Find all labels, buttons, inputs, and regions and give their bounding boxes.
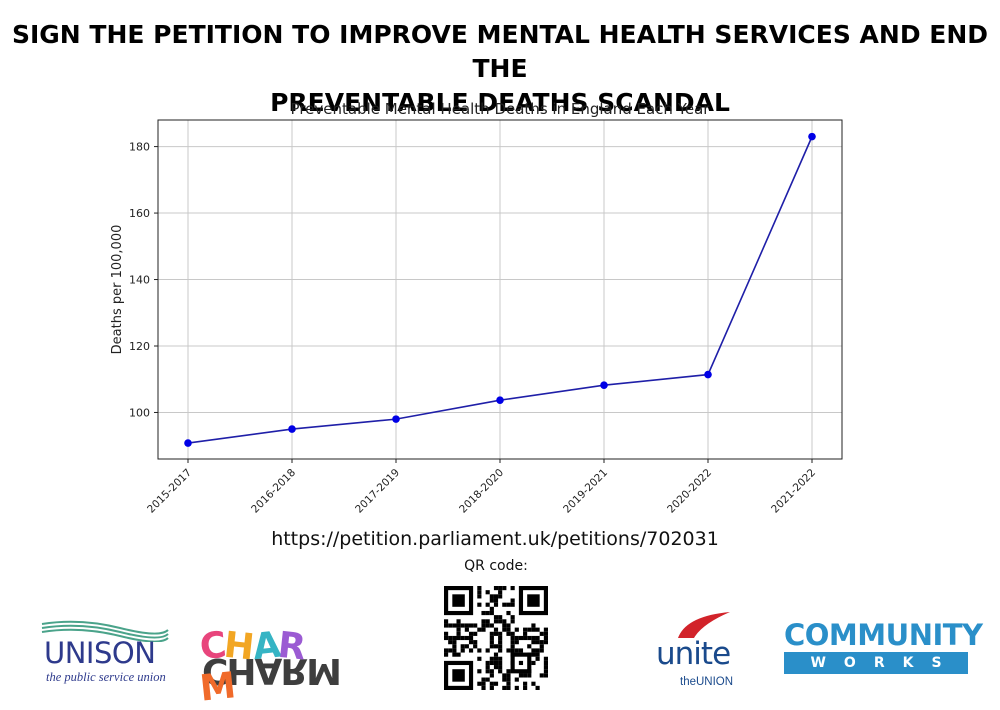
headline-line-1: SIGN THE PETITION TO IMPROVE MENTAL HEAL… [11,20,989,83]
x-tick-label: 2021-2022 [769,467,818,516]
x-tick-label: 2019-2021 [561,467,610,516]
community-name: COMMUNITY [784,618,983,652]
unite-subtitle: theUNION [680,676,734,688]
community-works-logo: COMMUNITY WORKS [782,618,983,676]
charm-letter: M [197,665,236,710]
x-tick-label: 2016-2018 [249,467,298,516]
community-works-band: WORKS [784,652,968,674]
x-tick-label: 2015-2017 [145,467,194,516]
x-tick-label: 2017-2019 [353,467,402,516]
y-tick-label: 120 [129,340,150,353]
qr-code-label: QR code: [464,558,528,574]
unison-logo: UNISON the public service union [40,618,170,688]
chart-title: Preventable Mental Health Deaths in Engl… [290,100,710,118]
data-point [496,396,504,404]
data-point [600,381,608,390]
x-tick-label: 2018-2020 [457,467,506,516]
data-point [808,132,816,141]
data-point [184,439,192,447]
unite-logo: unite theUNION [654,610,746,690]
charm-logo: CHARM CHARM [196,620,340,710]
data-point [392,415,400,423]
line-chart: 100 120 140 160 180 2015-2017 2016-2018 2017-20… [110,119,843,516]
y-tick-label: 180 [129,141,150,154]
headline-line-2: PREVENTABLE DEATHS SCANDAL [270,88,730,117]
petition-url-link[interactable]: https://petition.parliament.uk/petitions… [271,528,719,550]
unite-name: unite [656,636,731,672]
y-axis-label: Deaths per 100,000 [110,225,125,355]
y-tick-label: 160 [129,207,150,220]
charm-letter: H [222,624,255,669]
unison-wave-icon [41,620,169,642]
charm-name: CHARM [197,624,326,710]
y-tick-label: 100 [129,406,150,419]
unison-tagline: the public service union [46,670,166,684]
qr-code-icon[interactable] [444,586,548,690]
unite-flag-icon [678,612,730,638]
charm-letter: R [276,624,307,669]
y-tick-label: 140 [129,274,150,287]
x-tick-label: 2020-2022 [665,467,714,516]
petition-headline: SIGN THE PETITION TO IMPROVE MENTAL HEAL… [0,18,1000,120]
data-point [288,425,296,433]
unison-name: UNISON [44,636,156,670]
data-point [704,370,712,379]
